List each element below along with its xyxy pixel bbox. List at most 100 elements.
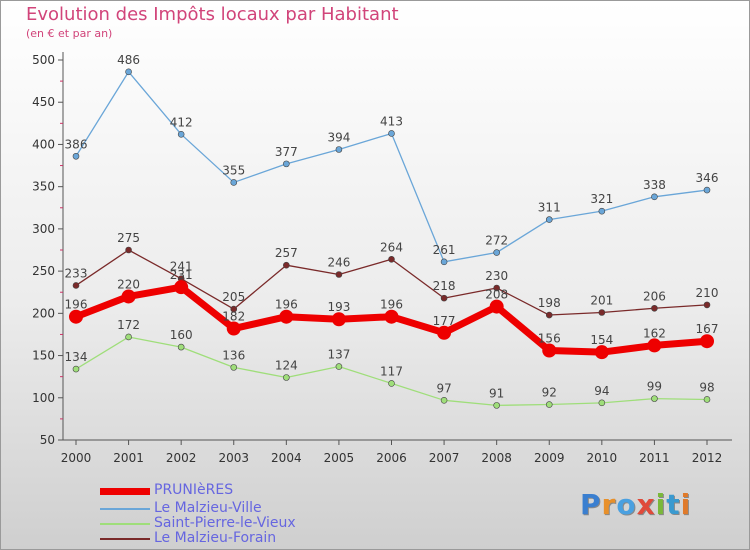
data-point (177, 343, 185, 351)
data-label: 99 (647, 380, 662, 394)
data-label: 196 (65, 298, 88, 312)
data-label: 177 (433, 314, 456, 328)
legend-swatch (100, 488, 150, 495)
series-line (75, 71, 708, 263)
data-point (703, 301, 711, 309)
x-tick-label: 2010 (587, 451, 618, 465)
x-tick-label: 2000 (61, 451, 92, 465)
data-point (174, 280, 189, 295)
data-point (489, 299, 504, 314)
data-point (230, 305, 238, 313)
data-point (440, 294, 448, 302)
x-tick-label: 2001 (113, 451, 144, 465)
data-point (703, 186, 711, 194)
data-point (545, 401, 553, 408)
data-point (493, 402, 500, 409)
data-label: 160 (170, 328, 193, 342)
chart-subtitle: (en € et par an) (26, 27, 113, 40)
data-point (125, 68, 132, 76)
data-label: 196 (275, 298, 298, 312)
y-tick-label: 400 (32, 137, 55, 151)
data-label: 241 (170, 260, 193, 274)
data-label: 275 (117, 231, 140, 245)
data-point (72, 282, 80, 289)
legend-label: Saint-Pierre-le-Vieux (154, 515, 296, 531)
data-label: 311 (538, 201, 561, 215)
data-label: 261 (433, 243, 456, 257)
legend-item: Le Malzieu-Ville (100, 500, 360, 518)
data-point (69, 309, 83, 324)
data-point (283, 261, 290, 269)
data-label: 98 (699, 380, 714, 394)
y-tick-label: 100 (32, 391, 55, 405)
data-label: 230 (485, 269, 508, 283)
data-label: 218 (433, 279, 456, 293)
data-label: 257 (275, 246, 298, 260)
x-tick-label: 2003 (218, 451, 249, 465)
data-label: 231 (170, 268, 193, 282)
data-label: 346 (696, 171, 719, 185)
data-point (72, 365, 80, 373)
data-point (647, 338, 662, 353)
data-point (230, 179, 238, 186)
data-label: 220 (117, 277, 140, 291)
x-tick-label: 2006 (376, 451, 407, 465)
data-label: 182 (222, 310, 245, 324)
data-point (283, 374, 290, 381)
legend-swatch (100, 508, 150, 510)
data-label: 136 (222, 348, 245, 362)
data-point (279, 309, 294, 324)
data-point (125, 246, 132, 254)
y-tick-label: 50 (40, 433, 55, 447)
data-label: 92 (542, 386, 557, 400)
legend-item: PRUNIèRES (100, 482, 360, 500)
data-label: 486 (117, 53, 140, 67)
data-point (651, 193, 658, 201)
data-label: 412 (170, 115, 193, 129)
data-point (384, 309, 399, 324)
data-label: 162 (643, 326, 666, 340)
data-point (598, 399, 606, 407)
data-point (335, 146, 343, 153)
data-point (493, 249, 500, 256)
data-label: 394 (327, 131, 350, 145)
data-point (493, 284, 500, 292)
y-tick-label: 500 (32, 53, 55, 67)
x-tick-label: 2007 (429, 451, 460, 465)
data-point (594, 345, 609, 360)
data-label: 91 (489, 386, 504, 400)
data-label: 137 (327, 348, 350, 362)
data-label: 196 (380, 298, 403, 312)
data-point (542, 343, 557, 358)
data-label: 134 (65, 350, 88, 364)
data-point (335, 271, 343, 278)
data-label: 272 (485, 234, 508, 248)
y-tick-label: 350 (32, 180, 55, 194)
proxiti-logo: Proxiti (580, 488, 692, 521)
data-point (72, 152, 80, 160)
data-label: 97 (436, 381, 451, 395)
data-point (121, 289, 136, 304)
data-label: 198 (538, 296, 561, 310)
data-point (545, 216, 553, 223)
y-tick-label: 200 (32, 306, 55, 320)
x-tick-label: 2009 (534, 451, 565, 465)
data-label: 338 (643, 178, 666, 192)
data-label: 233 (65, 266, 88, 280)
y-tick-label: 300 (32, 222, 55, 236)
data-label: 172 (117, 318, 140, 332)
data-label: 321 (590, 192, 613, 206)
data-label: 124 (275, 359, 298, 373)
y-tick-label: 450 (32, 95, 55, 109)
legend-label: PRUNIèRES (154, 482, 234, 498)
data-point (703, 396, 711, 403)
data-label: 355 (222, 163, 245, 177)
chart-title: Evolution des Impôts locaux par Habitant (26, 4, 399, 25)
data-label: 205 (222, 290, 245, 304)
data-point (177, 131, 185, 138)
x-tick-label: 2004 (271, 451, 302, 465)
y-tick-label: 150 (32, 349, 55, 363)
data-label: 210 (696, 286, 719, 300)
